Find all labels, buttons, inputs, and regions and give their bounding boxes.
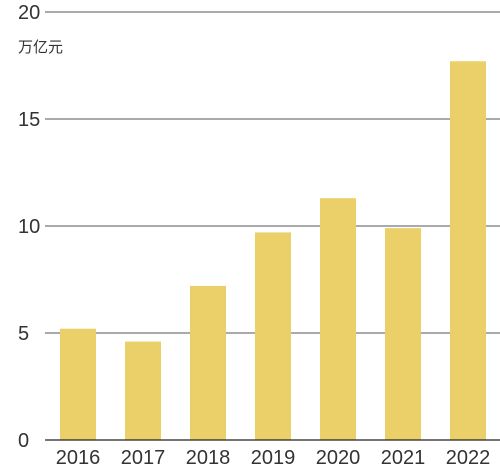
bar-2021 [385, 228, 421, 440]
x-tick-label: 2018 [186, 447, 231, 469]
y-tick-label: 0 [18, 430, 29, 452]
bar-2018 [190, 285, 226, 440]
x-tick-label: 2020 [316, 447, 361, 469]
bar-2016 [60, 328, 96, 440]
bar-2019 [255, 232, 291, 440]
y-tick-label: 15 [18, 109, 40, 131]
y-unit-label: 万亿元 [18, 38, 63, 56]
x-tick-label: 2017 [121, 447, 166, 469]
x-tick-label: 2022 [446, 447, 491, 469]
x-tick-labels: 2016 2017 2018 2019 2020 2021 2022 [56, 447, 491, 469]
y-tick-label: 5 [18, 323, 29, 345]
x-tick-label: 2016 [56, 447, 101, 469]
x-tick-label: 2019 [251, 447, 296, 469]
bar-2017 [125, 341, 161, 440]
bars [60, 61, 486, 440]
y-tick-label: 20 [18, 2, 40, 24]
y-tick-label: 10 [18, 216, 40, 238]
bar-2020 [320, 198, 356, 440]
x-tick-label: 2021 [381, 447, 426, 469]
y-tick-labels: 0 5 10 15 20 [18, 2, 40, 452]
bar-2022 [450, 61, 486, 440]
